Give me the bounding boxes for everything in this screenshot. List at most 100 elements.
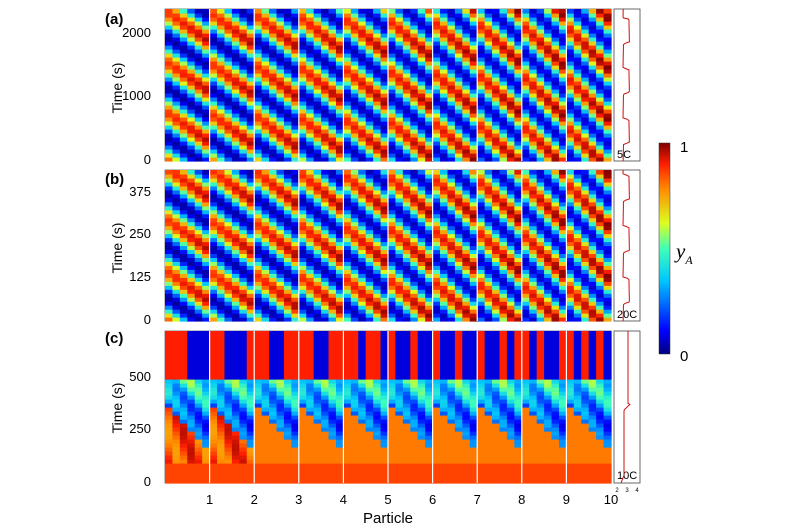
heatmap-cell: [202, 383, 211, 388]
heatmap-cell: [365, 121, 374, 126]
heatmap-cell: [217, 125, 226, 130]
heatmap-cell: [209, 475, 218, 480]
heatmap-cell: [194, 407, 203, 412]
heatmap-cell: [269, 313, 278, 318]
heatmap-cell: [194, 435, 203, 440]
heatmap-cell: [558, 265, 567, 270]
heatmap-cell: [596, 317, 605, 322]
heatmap-cell: [410, 125, 419, 130]
heatmap-cell: [298, 13, 307, 18]
heatmap-cell: [365, 49, 374, 54]
heatmap-cell: [283, 33, 292, 38]
heatmap-cell: [417, 181, 426, 187]
heatmap-cell: [335, 173, 344, 179]
heatmap-cell: [558, 153, 567, 158]
heatmap-cell: [202, 185, 211, 191]
heatmap-cell: [499, 257, 508, 262]
heatmap-cell: [328, 13, 337, 18]
heatmap-cell: [529, 105, 538, 110]
heatmap-cell: [410, 21, 419, 26]
heatmap-cell: [469, 257, 478, 262]
heatmap-cell: [499, 305, 508, 310]
heatmap-cell: [269, 281, 278, 286]
heatmap-cell: [499, 197, 508, 203]
heatmap-cell: [231, 423, 240, 428]
heatmap-cell: [194, 451, 203, 456]
heatmap-cell: [447, 225, 456, 231]
heatmap-cell: [224, 225, 233, 231]
heatmap-cell: [231, 25, 240, 30]
heatmap-cell: [335, 53, 344, 58]
heatmap-cell: [217, 427, 226, 432]
heatmap-cell: [224, 435, 233, 440]
heatmap-cell: [462, 241, 471, 247]
heatmap-cell: [506, 117, 515, 122]
heatmap-cell: [440, 113, 449, 118]
heatmap-cell: [402, 69, 411, 74]
heatmap-cell: [380, 13, 389, 18]
heatmap-cell: [417, 217, 426, 223]
heatmap-cell: [573, 170, 582, 175]
heatmap-cell: [596, 297, 605, 302]
heatmap-cell: [261, 125, 270, 130]
heatmap-cell: [573, 9, 582, 14]
heatmap-cell: [417, 49, 426, 54]
heatmap-cell: [224, 463, 233, 468]
heatmap-cell: [417, 105, 426, 110]
heatmap-cell: [469, 65, 478, 70]
heatmap-cell: [239, 157, 248, 162]
heatmap-cell: [395, 257, 404, 262]
heatmap-cell: [276, 170, 285, 175]
heatmap-cell: [165, 447, 174, 452]
heatmap-cell: [432, 33, 441, 38]
heatmap-cell: [417, 33, 426, 38]
heatmap-cell: [417, 253, 426, 259]
heatmap-cell: [506, 261, 515, 266]
heatmap-cell: [209, 21, 218, 26]
heatmap-cell: [417, 277, 426, 282]
heatmap-cell: [499, 85, 508, 90]
heatmap-cell: [417, 285, 426, 290]
heatmap-cell: [447, 57, 456, 62]
heatmap-cell: [231, 225, 240, 231]
heatmap-cell: [276, 101, 285, 106]
heatmap-cell: [321, 225, 330, 231]
heatmap-cell: [454, 29, 463, 34]
heatmap-cell: [350, 125, 359, 130]
heatmap-cell: [224, 281, 233, 286]
heatmap-cell: [224, 455, 233, 460]
heatmap-cell: [410, 313, 419, 318]
heatmap-cell: [410, 41, 419, 46]
heatmap-cell: [239, 145, 248, 150]
heatmap-cell: [410, 193, 419, 199]
heatmap-cell: [194, 479, 203, 484]
heatmap-cell: [425, 17, 434, 22]
heatmap-cell: [395, 117, 404, 122]
heatmap-cell: [261, 141, 270, 146]
heatmap-cell: [447, 257, 456, 262]
heatmap-cell: [536, 41, 545, 46]
heatmap-cell: [373, 265, 382, 270]
panel-c-ytick: 0: [144, 474, 151, 489]
heatmap-cell: [202, 173, 211, 179]
heatmap-cell: [224, 121, 233, 126]
heatmap-cell: [328, 45, 337, 50]
heatmap-cell: [276, 221, 285, 227]
heatmap-cell: [246, 197, 255, 203]
heatmap-cell: [417, 301, 426, 306]
heatmap-cell: [484, 245, 493, 251]
heatmap-cell: [321, 109, 330, 114]
heatmap-cell: [447, 241, 456, 247]
heatmap-cell: [335, 37, 344, 42]
heatmap-cell: [165, 45, 174, 50]
heatmap-cell: [380, 277, 389, 282]
heatmap-cell: [217, 29, 226, 34]
heatmap-cell: [388, 297, 397, 302]
heatmap-cell: [544, 265, 553, 270]
heatmap-cell: [506, 37, 515, 42]
heatmap-cell: [581, 33, 590, 38]
heatmap-cell: [425, 85, 434, 90]
heatmap-cell: [269, 81, 278, 86]
heatmap-cell: [194, 25, 203, 30]
